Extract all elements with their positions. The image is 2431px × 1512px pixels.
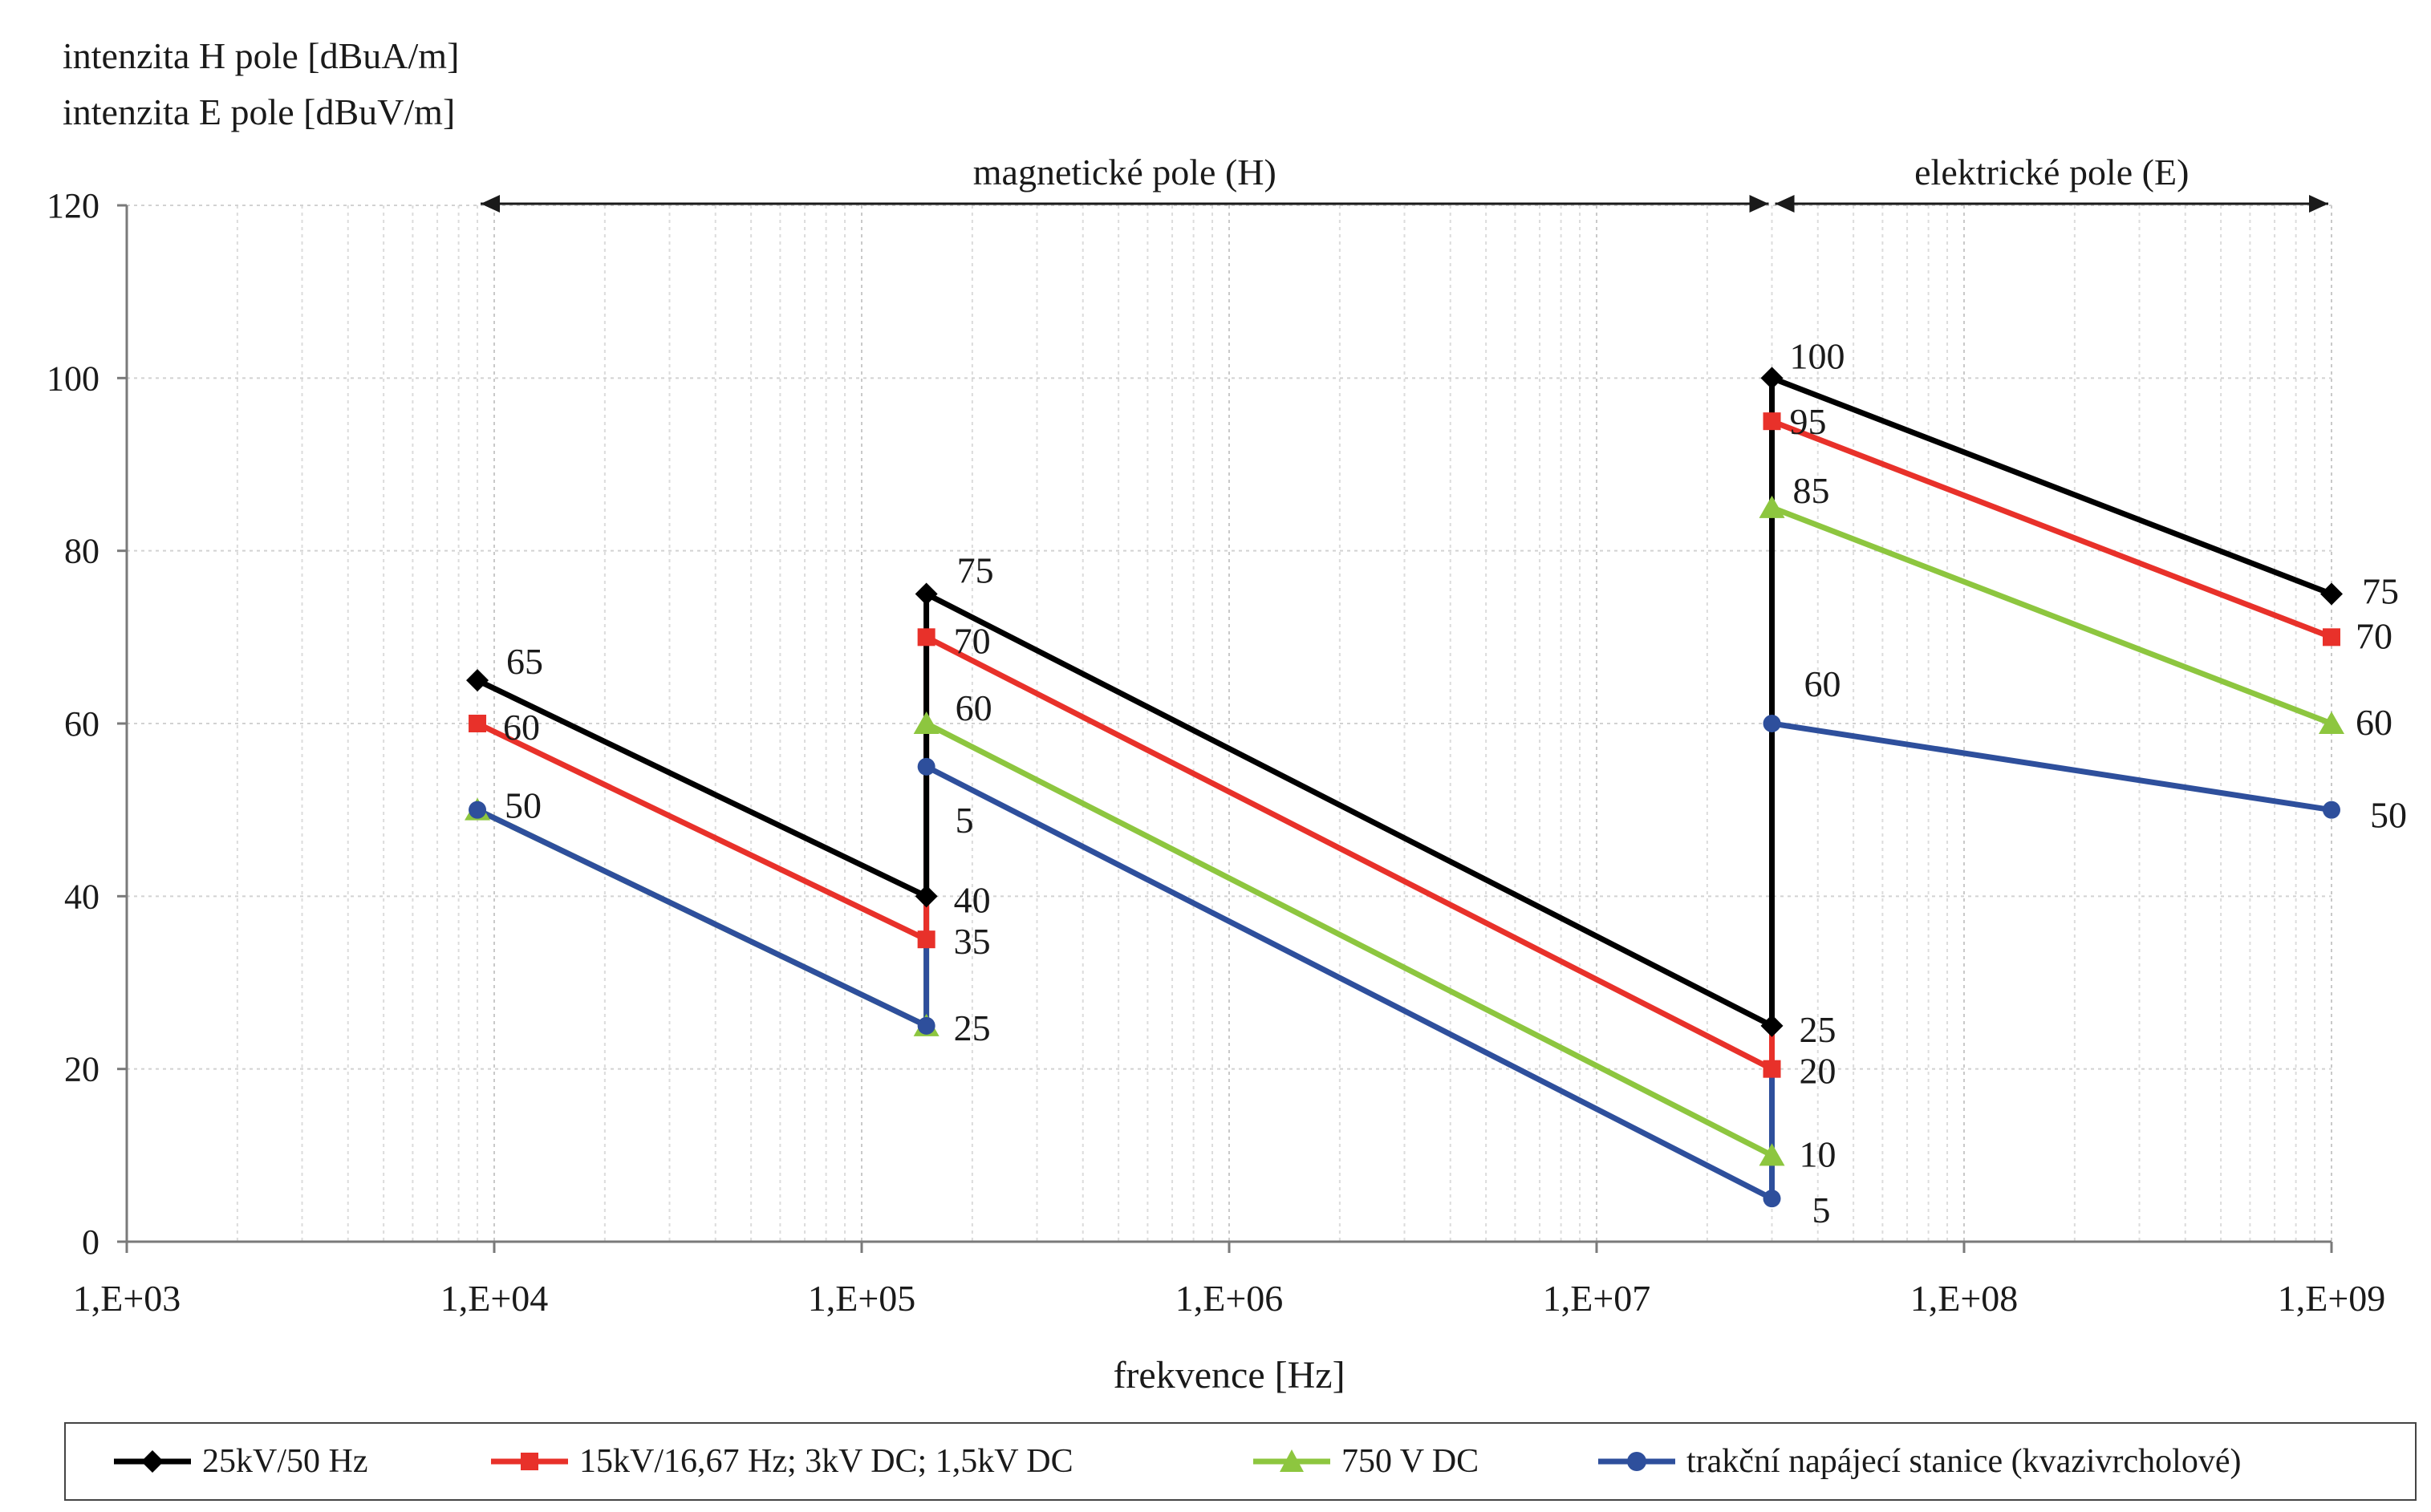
legend-label: 25kV/50 Hz (202, 1443, 368, 1480)
x-tick-label: 1,E+07 (1543, 1278, 1651, 1319)
data-label: 65 (506, 641, 543, 682)
x-tick-label: 1,E+09 (2278, 1278, 2386, 1319)
y-tick-label: 20 (64, 1050, 99, 1089)
y-tick-label: 0 (82, 1222, 99, 1262)
legend-label: 15kV/16,67 Hz; 3kV DC; 1,5kV DC (579, 1443, 1073, 1480)
y-tick-label: 100 (47, 359, 99, 398)
legend: 25kV/50 Hz 15kV/16,67 Hz; 3kV DC; 1,5kV … (64, 1422, 2417, 1501)
series-line (476, 417, 2333, 1074)
data-label: 85 (1793, 470, 1830, 511)
y-axis-title-h: intenzita H pole [dBuA/m] (63, 35, 460, 76)
diamond-marker (1760, 367, 1784, 390)
diamond-marker (1760, 1014, 1784, 1037)
region-label-electric: elektrické pole (E) (1914, 152, 2189, 193)
grid-lines (126, 205, 2332, 1242)
x-tick-label: 1,E+05 (808, 1278, 916, 1319)
y-tick-label: 60 (64, 704, 99, 744)
arrow-head-right-icon (2309, 195, 2328, 213)
legend-label: 750 V DC (1341, 1443, 1479, 1480)
region-label-magnetic: magnetické pole (H) (973, 152, 1276, 193)
data-label: 25 (954, 1007, 991, 1048)
data-label: 100 (1790, 335, 1845, 376)
square-marker (917, 930, 935, 949)
data-label: 25 (1800, 1009, 1836, 1050)
data-label: 50 (2370, 795, 2407, 836)
triangle-marker (2319, 711, 2344, 734)
arrow-head-left-icon (481, 195, 501, 213)
diamond-marker (915, 885, 938, 908)
data-label: 50 (505, 785, 542, 826)
triangle-marker (913, 711, 940, 734)
data-label: 5 (1812, 1190, 1831, 1230)
triangle-marker (1759, 495, 1785, 518)
diamond-marker-icon (114, 1450, 191, 1473)
square-marker-icon (491, 1453, 568, 1470)
x-tick-label: 1,E+04 (440, 1278, 549, 1319)
data-label: 70 (2356, 615, 2392, 656)
legend-item-substation: trakční napájecí stanice (kvazivrcholové… (1598, 1424, 2241, 1499)
y-axis-title-e: intenzita E pole [dBuV/m] (63, 91, 456, 132)
circle-marker (1763, 715, 1781, 732)
data-label: 60 (956, 687, 992, 728)
data-label: 95 (1790, 401, 1827, 442)
square-marker (469, 715, 487, 732)
arrow-head-left-icon (1775, 195, 1795, 213)
data-label: 5 (956, 800, 974, 841)
triangle-marker (1759, 1143, 1785, 1166)
data-labels: 65 40 75 25 100 75 60 35 70 20 95 70 50 25 60 10 85 60 5 5 6… (503, 335, 2407, 1230)
square-marker (2323, 628, 2340, 647)
region-arrows: magnetické pole (H) elektrické pole (E) (481, 152, 2328, 213)
data-label: 10 (1800, 1133, 1836, 1174)
square-marker (1763, 1060, 1781, 1078)
series-line (476, 374, 2333, 1031)
diamond-marker (915, 582, 938, 606)
square-marker (917, 628, 935, 647)
legend-label: trakční napájecí stanice (kvazivrcholové… (1686, 1443, 2242, 1480)
legend-item-15kv: 15kV/16,67 Hz; 3kV DC; 1,5kV DC (491, 1424, 1073, 1499)
series-lines (465, 367, 2344, 1208)
data-label: 75 (2362, 571, 2399, 612)
triangle-marker-icon (1253, 1449, 1330, 1472)
x-tick-label: 1,E+06 (1175, 1278, 1284, 1319)
data-label: 70 (954, 620, 991, 661)
circle-marker-icon (1598, 1452, 1675, 1471)
series-line (476, 720, 2332, 1203)
circle-marker (917, 757, 935, 776)
data-label: 60 (1804, 663, 1841, 704)
diamond-marker (466, 669, 489, 692)
legend-item-750v: 750 V DC (1253, 1424, 1479, 1499)
data-label: 35 (954, 921, 991, 962)
x-axis-title: frekvence [Hz] (1113, 1354, 1345, 1396)
data-label: 60 (2356, 702, 2392, 743)
y-tick-label: 120 (47, 186, 99, 225)
axes: 0 20 40 60 80 100 120 1,E+03 1,E+04 1,E+05 1,E+06 1… (47, 186, 2385, 1319)
diamond-marker (2320, 582, 2343, 606)
y-tick-label: 80 (64, 532, 99, 571)
x-tick-label: 1,E+03 (73, 1278, 181, 1319)
data-label: 20 (1800, 1051, 1836, 1092)
legend-item-25kv: 25kV/50 Hz (114, 1424, 367, 1499)
arrow-head-right-icon (1749, 195, 1769, 213)
circle-marker (917, 1016, 935, 1035)
square-marker (1763, 412, 1781, 431)
data-label: 60 (503, 707, 540, 748)
y-tick-label: 40 (64, 877, 99, 916)
data-label: 40 (954, 879, 991, 920)
circle-marker (1763, 1190, 1781, 1208)
x-tick-label: 1,E+08 (1910, 1278, 2019, 1319)
circle-marker (469, 801, 487, 819)
data-label: 75 (957, 550, 994, 591)
circle-marker (2323, 801, 2340, 819)
